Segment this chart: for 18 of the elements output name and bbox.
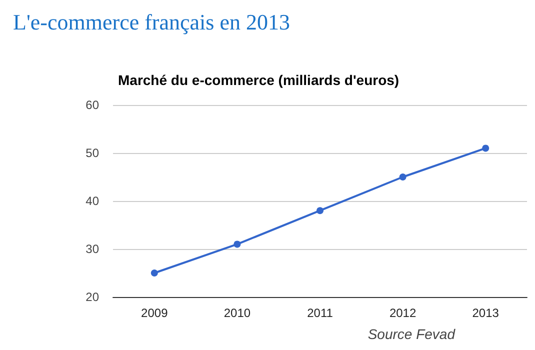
x-tick-label: 2009 xyxy=(141,306,168,320)
y-tick-label: 20 xyxy=(86,290,100,304)
chart-title: L'e-commerce français en 2013 xyxy=(13,10,290,34)
y-tick-label: 60 xyxy=(86,98,100,112)
point xyxy=(150,270,158,276)
point xyxy=(316,207,324,214)
source-note: Source Fevad xyxy=(368,326,456,342)
x-tick-label: 2011 xyxy=(307,306,334,320)
x-tick-label: 2013 xyxy=(472,306,500,320)
point xyxy=(234,240,241,248)
y-tick-label: 50 xyxy=(86,146,100,160)
x-tick-label: 2012 xyxy=(389,306,416,320)
x-tick-label: 2010 xyxy=(224,306,251,320)
y-tick-label: 30 xyxy=(86,242,100,256)
point xyxy=(482,144,490,152)
chart-subtitle: Marché du e-commerce (milliards d'euros) xyxy=(118,72,400,88)
point xyxy=(399,174,406,180)
y-tick-label: 40 xyxy=(86,194,100,208)
